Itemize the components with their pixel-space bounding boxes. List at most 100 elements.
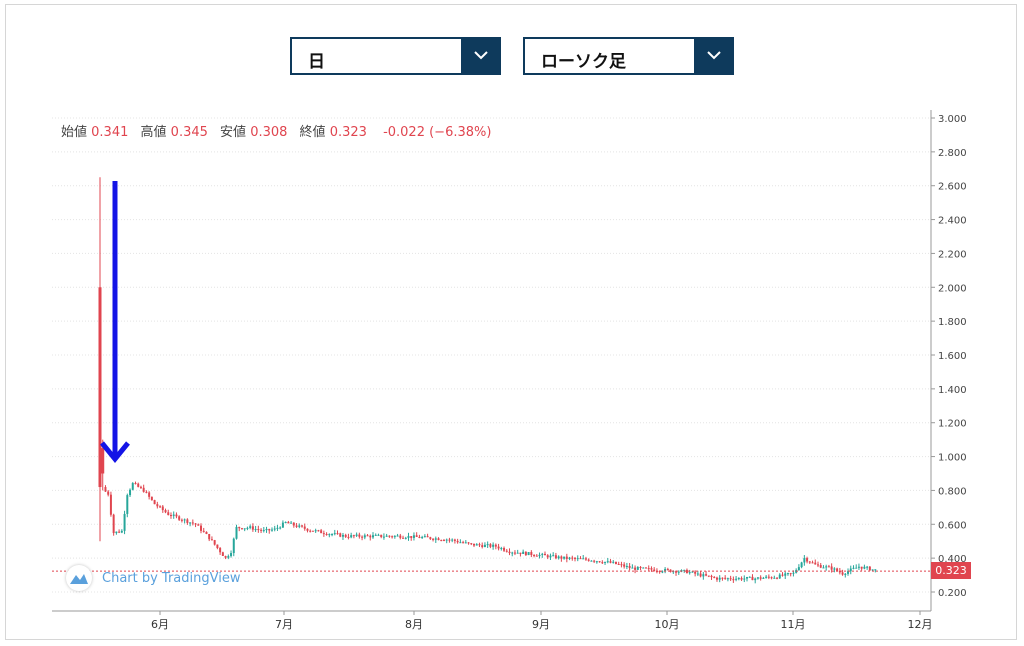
candle-body <box>625 565 628 567</box>
close-value: 0.323 <box>329 125 367 140</box>
candle-body <box>590 560 593 562</box>
candle-body <box>456 540 459 543</box>
candle-body <box>560 556 563 559</box>
candle-body <box>855 567 858 569</box>
candle-body <box>243 528 246 530</box>
y-tick-label: 0.600 <box>938 520 967 531</box>
candle-body <box>347 536 350 538</box>
chart-type-select[interactable]: ローソク足 <box>523 37 734 75</box>
candle-body <box>863 566 866 569</box>
candle-body <box>830 566 833 570</box>
candle-body <box>260 529 263 531</box>
candle-body <box>314 530 317 532</box>
period-select[interactable]: 日 <box>290 37 501 75</box>
candle-body <box>139 486 142 488</box>
candle-body <box>543 553 546 556</box>
candle-body <box>623 564 626 567</box>
candle-body <box>369 535 372 538</box>
candle-body <box>786 573 789 575</box>
candle-body <box>412 535 415 538</box>
candle-body <box>732 579 735 581</box>
candle-body <box>224 555 227 558</box>
candle-body <box>254 529 257 531</box>
candle-body <box>350 535 353 538</box>
candle-body <box>109 494 112 515</box>
candle-body <box>301 525 304 527</box>
candle-body <box>598 561 601 563</box>
candle-body <box>202 530 205 532</box>
candle-body <box>707 575 710 577</box>
candle-body <box>309 530 312 532</box>
candle-body <box>311 530 314 532</box>
candle-body <box>494 544 497 547</box>
candle-body <box>320 530 323 534</box>
candle-body <box>822 567 825 569</box>
candle-body <box>355 534 358 536</box>
candle-body <box>423 536 426 538</box>
candle-body <box>107 491 110 495</box>
candle-body <box>628 565 631 568</box>
spike-body <box>101 448 105 474</box>
y-tick-label: 1.800 <box>938 317 967 328</box>
candle-body <box>653 569 656 572</box>
candle-body <box>634 567 637 570</box>
candle-body <box>361 536 364 538</box>
candle-body <box>246 527 249 529</box>
candle-body <box>363 535 366 538</box>
candle-body <box>221 552 224 556</box>
candle-body <box>156 504 159 507</box>
candle-body <box>333 533 336 535</box>
x-tick-label: 10月 <box>655 618 680 631</box>
candle-body <box>748 576 751 578</box>
candle-body <box>776 577 779 579</box>
candle-body <box>240 528 243 530</box>
candle-body <box>699 573 702 577</box>
candle-body <box>303 526 306 529</box>
x-tick-label: 12月 <box>908 618 933 631</box>
candle-body <box>322 533 325 535</box>
chart-type-select-button[interactable] <box>694 37 734 75</box>
candle-body <box>372 535 374 538</box>
candle-body <box>778 574 781 579</box>
candle-body <box>429 537 432 539</box>
annotation-arrow-head <box>100 441 130 463</box>
x-tick-label: 6月 <box>151 618 169 631</box>
candle-body <box>396 535 399 537</box>
candle-body <box>563 556 566 559</box>
candle-body <box>609 561 612 563</box>
candle-body <box>464 542 467 544</box>
tradingview-attribution[interactable]: Chart by TradingView <box>66 565 240 591</box>
y-tick-label: 1.600 <box>938 351 967 362</box>
candle-body <box>451 539 454 541</box>
candle-body <box>694 571 697 574</box>
candle-body <box>399 535 402 538</box>
candle-body <box>503 548 506 551</box>
candle-body <box>216 544 219 549</box>
candle-body <box>374 534 377 536</box>
y-tick-label: 1.400 <box>938 385 967 396</box>
candle-body <box>857 566 860 568</box>
candle-body <box>191 522 194 524</box>
candle-body <box>273 528 276 530</box>
high-value: 0.345 <box>170 125 208 140</box>
candle-body <box>672 571 675 573</box>
candle-body <box>388 535 391 537</box>
candle-body <box>617 564 620 566</box>
candle-body <box>814 562 817 565</box>
period-select-button[interactable] <box>461 37 501 75</box>
period-select-value: 日 <box>308 52 325 72</box>
candle-body <box>292 522 295 526</box>
x-tick-label: 11月 <box>781 618 806 631</box>
candle-body <box>604 561 607 563</box>
candle-body <box>391 536 394 538</box>
candle-body <box>535 555 538 557</box>
candle-body <box>219 548 222 553</box>
candle-body <box>533 555 536 557</box>
candle-body <box>432 538 435 540</box>
candle-body <box>767 576 770 578</box>
candle-body <box>295 525 298 527</box>
candle-body <box>189 522 192 524</box>
candle-body <box>489 544 492 547</box>
candle-body <box>382 536 385 538</box>
